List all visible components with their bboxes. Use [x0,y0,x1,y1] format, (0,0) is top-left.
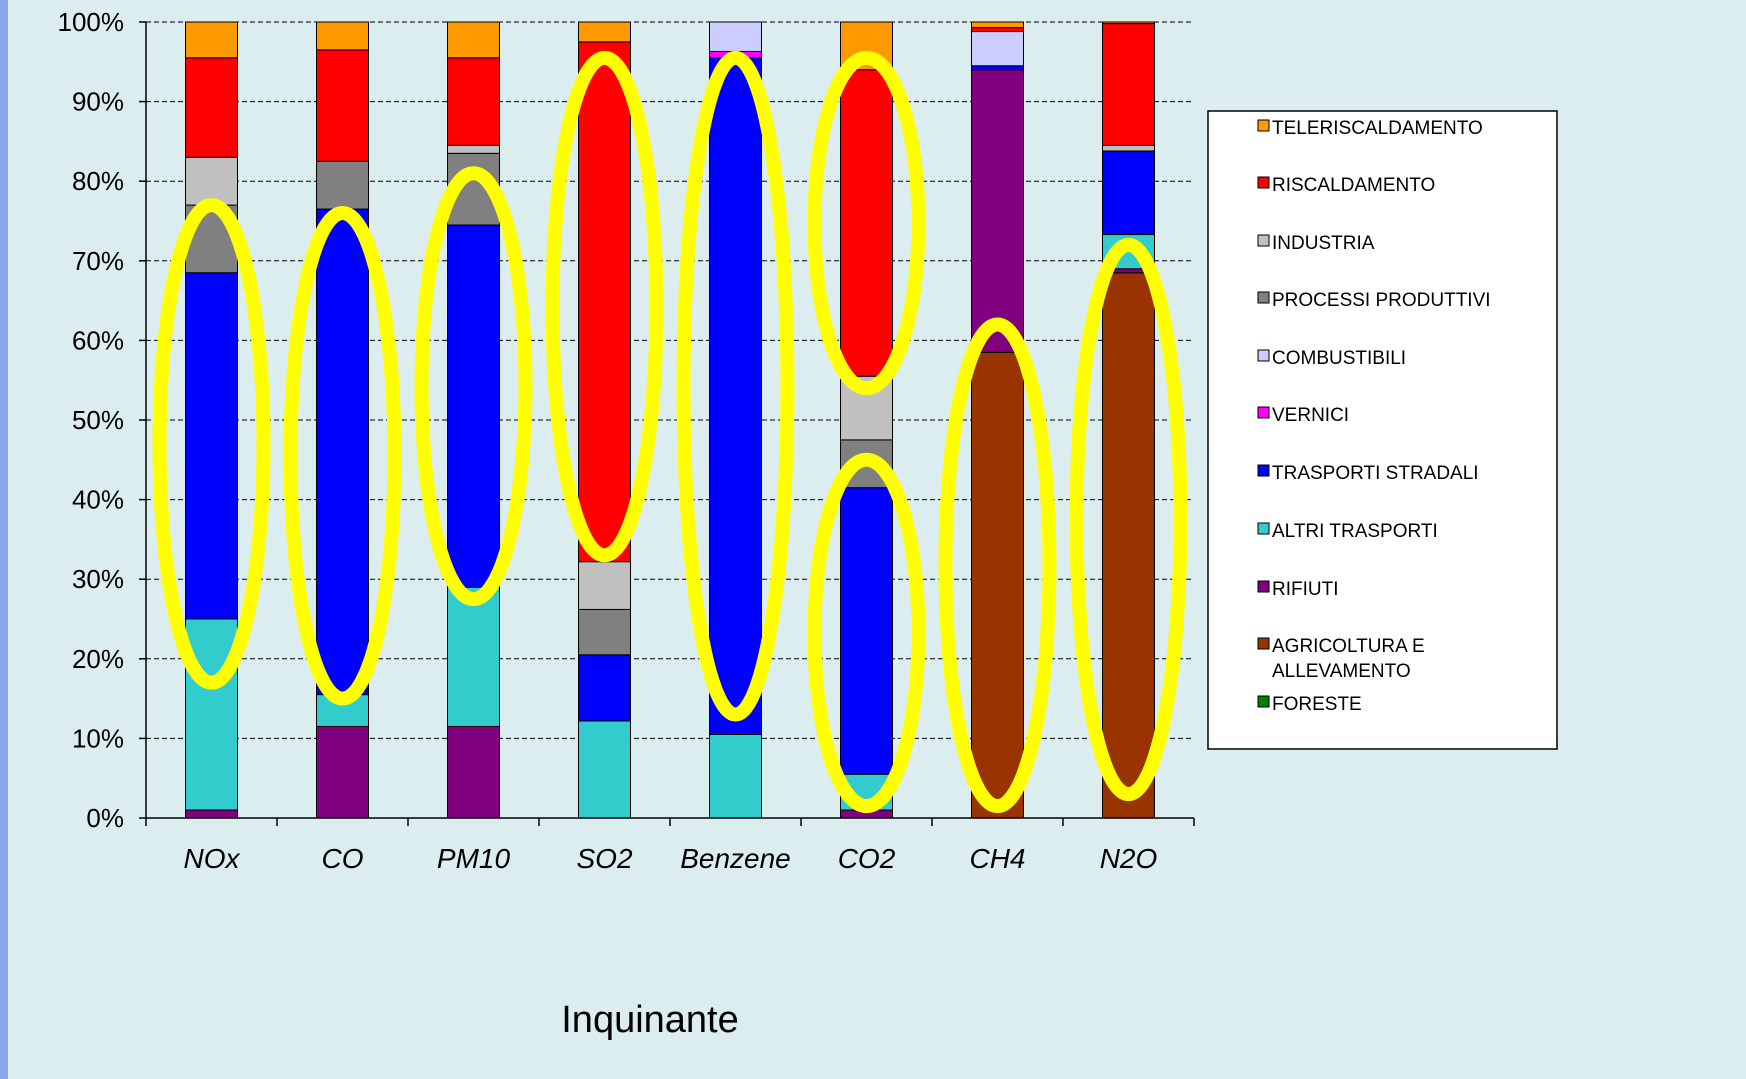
x-category-label: SO2 [576,843,632,874]
legend-swatch [1257,695,1270,708]
legend-label: COMBUSTIBILI [1272,348,1406,369]
bar-segment [971,21,1024,29]
legend-swatch [1257,234,1270,247]
bar-segment [316,160,369,210]
y-tick-label: 10% [72,723,124,753]
highlight-ellipse [152,198,271,690]
highlight-ellipse [414,166,533,607]
bar-segment [578,41,631,563]
legend-label: RIFIUTI [1272,579,1339,600]
y-tick-label: 0% [86,803,124,833]
bar-segment [185,618,238,811]
bar-segment [316,49,369,162]
bar-segment [185,809,238,819]
legend-swatch [1257,406,1270,419]
y-tick-label: 20% [72,644,124,674]
legend-swatch [1257,522,1270,535]
legend-label: ALTRI TRASPORTI [1272,521,1438,542]
bar-segment [447,21,500,59]
bar-segment [971,69,1024,353]
x-category-label: CO2 [838,843,896,874]
highlight-ellipse [283,206,402,706]
y-tick-label: 100% [58,7,125,37]
bar-segment [1102,150,1155,236]
highlight-ellipse [1069,237,1188,802]
bar-segment [840,69,893,377]
highlight-ellipse [807,50,926,396]
bar-segment [316,725,369,819]
bar-segment [709,733,762,819]
x-category-label: NOx [184,843,241,874]
bar-segment [971,27,1024,33]
y-tick-label: 80% [72,166,124,196]
bar-segment [447,144,500,154]
legend-label: VERNICI [1272,405,1349,426]
highlight-ellipse [545,50,664,563]
bar-segment [709,57,762,735]
legend-label: RISCALDAMENTO [1272,175,1435,196]
bar-segment [447,224,500,588]
highlight-ellipse [938,317,1057,814]
x-category-label: Benzene [680,843,791,874]
chart-area: 0% 10% 20% 30% 40% 50% 60% 70% 80% 90% 100% NOx CO P… [8,0,1746,1079]
bar-segment [185,156,238,206]
legend-label: FORESTE [1272,694,1362,715]
x-category-label: PM10 [437,843,511,874]
y-tick-label: 30% [72,564,124,594]
legend-label: TRASPORTI STRADALI [1272,463,1479,484]
bar-segment [447,586,500,727]
bar-segment [578,720,631,819]
bar-segment [971,351,1024,819]
stacked-bar-chart: 0% 10% 20% 30% 40% 50% 60% 70% 80% 90% 100% NOx CO P… [58,7,1558,1041]
bar-segment [578,21,631,43]
bar-segment [840,487,893,775]
x-category-label: CH4 [969,843,1025,874]
bar-segment [578,608,631,656]
legend-label: TELERISCALDAMENTO [1272,118,1483,139]
bar-segment [971,31,1024,67]
legend-label: AGRICOLTURA E ALLEVAMENTO [1272,636,1425,682]
x-axis-title: Inquinante [561,999,739,1041]
bar-segment [1102,144,1155,152]
bar-segment [578,654,631,722]
y-tick-label: 40% [72,485,124,515]
legend-swatch [1257,176,1270,189]
bar-segment [971,65,1024,71]
highlight-ellipse [676,50,795,722]
legend-swatch [1257,464,1270,477]
legend-swatch [1257,637,1270,650]
x-category-label: N2O [1100,843,1158,874]
bar-segment [1102,21,1155,25]
bar-segment [1102,23,1155,146]
bar-segment [1102,272,1155,819]
legend-label: PROCESSI PRODUTTIVI [1272,290,1491,311]
bar-segment [185,21,238,59]
legend-swatch [1257,119,1270,132]
highlight-ellipse [807,452,926,814]
legend-label: INDUSTRIA [1272,233,1375,254]
y-tick-label: 90% [72,87,124,117]
y-tick-label: 70% [72,246,124,276]
bar-segment [447,57,500,146]
bar-segment [316,208,369,696]
y-tick-label: 50% [72,405,124,435]
bar-segment [185,272,238,620]
bar-segment [316,21,369,51]
legend-swatch [1257,349,1270,362]
bar-segment [185,57,238,158]
legend-swatch [1257,580,1270,593]
y-tick-label: 60% [72,325,124,355]
bar-segment [578,561,631,610]
x-category-label: CO [322,843,364,874]
bar-segment [709,21,762,52]
bar-segment [447,725,500,819]
legend: TELERISCALDAMENTO RISCALDAMENTO INDUSTRIA P… [1207,110,1558,750]
legend-swatch [1257,291,1270,304]
